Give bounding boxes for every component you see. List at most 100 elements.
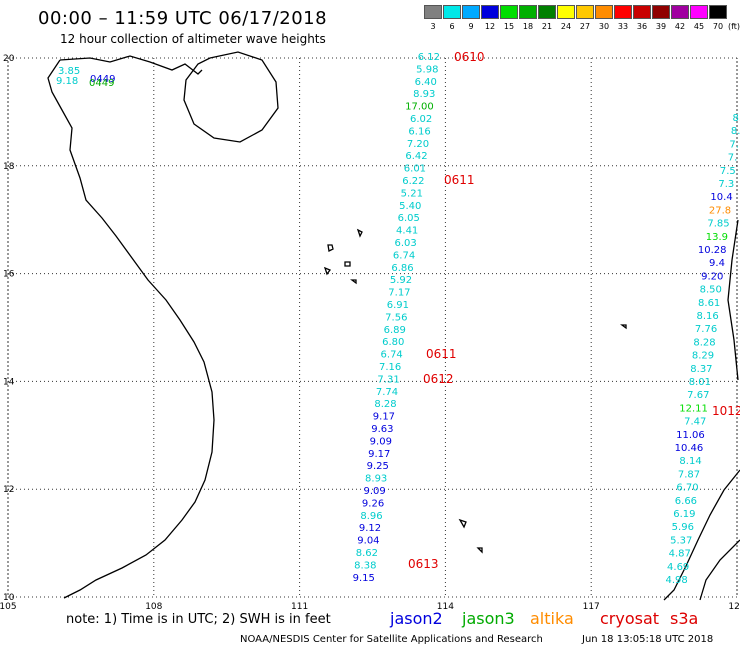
wave-height-value: 8. [731,126,740,137]
pass-time-label: 0613 [408,557,439,571]
wave-height-value: 6.80 [382,337,404,348]
wave-height-value: 8.50 [700,285,722,296]
generation-timestamp: Jun 18 13:05:18 UTC 2018 [582,634,714,645]
legend-label: 45 [693,22,705,31]
latitude-label: 10 [3,593,15,603]
legend-label: 30 [598,22,610,31]
legend-label: 36 [636,22,648,31]
latitude-label: 18 [3,162,15,172]
legend-label: 21 [541,22,553,31]
legend-unit: (ft) [727,22,740,31]
wave-height-value: 9.26 [362,498,384,509]
pass-time-label: 0612 [423,372,454,386]
chart-title: 00:00 – 11:59 UTC 06/17/2018 [38,8,328,29]
wave-height-value: 8.28 [374,399,396,410]
longitude-label: 120 [728,602,740,612]
latitude-label: 20 [3,54,15,64]
legend-swatch [576,5,594,19]
satellite-cryosat: cryosat [600,609,660,628]
wave-height-value: 9.25 [367,461,389,472]
pass-time-label: 1012 [712,404,740,418]
vietnam-coastline [47,59,215,599]
legend-swatch [443,5,461,19]
wave-height-value: 7.17 [388,288,410,299]
wave-height-value: 4.98 [665,575,687,586]
longitude-label: 108 [145,602,162,612]
wave-height-value: 6.91 [387,300,409,311]
wave-height-value: 7.87 [678,469,700,480]
legend-swatch [690,5,708,19]
pass-time-label: 0449 [90,74,115,85]
reef-islands [323,228,627,554]
graticule [7,57,738,598]
wave-height-value: 9.20 [701,271,723,282]
pass-time-label: 0449 [89,78,114,89]
wave-height-value: 4.87 [669,549,691,560]
wave-height-value: 8.14 [679,456,701,467]
legend-label: 12 [484,22,496,31]
wave-height-value: 8.62 [356,548,378,559]
wave-height-value: 7.16 [379,362,401,373]
wave-height-value: 4.69 [667,562,689,573]
credit-line: NOAA/NESDIS Center for Satellite Applica… [240,634,543,645]
wave-height-value: 6.22 [402,176,424,187]
wave-height-value: 7. [728,153,738,164]
legend-label: 6 [449,22,455,31]
latitude-label: 16 [3,270,15,280]
wave-height-value: 8.01 [689,377,711,388]
philippines-coastline [663,219,740,601]
wave-height-value: 9.12 [359,523,381,534]
wave-height-value: 5.40 [399,201,421,212]
wave-height-value: 8.96 [360,511,382,522]
legend-swatch [709,5,727,19]
wave-height-value: 8.61 [698,298,720,309]
legend-swatch [481,5,499,19]
wave-height-value: 6.66 [675,496,697,507]
satellite-s3a: s3a [670,609,699,628]
satellite-jason3: jason3 [462,609,515,628]
wave-height-value: 7.3 [718,179,734,190]
legend-swatch [595,5,613,19]
legend-swatch [462,5,480,19]
longitude-label: 105 [0,602,17,612]
legend-label: 70 [712,22,724,31]
wave-height-value: 6.05 [398,213,420,224]
wave-height-value: 8.28 [693,337,715,348]
wave-height-value: 6.70 [676,483,698,494]
legend-swatch [500,5,518,19]
longitude-label: 111 [291,602,308,612]
wave-height-value: 7.56 [385,312,407,323]
legend-label: 18 [522,22,534,31]
wave-height-value: 7.74 [376,387,398,398]
wave-height-value: 9.4 [709,258,725,269]
wave-height-value: 17.00 [405,102,434,113]
wave-height-value: 12.11 [679,403,708,414]
satellite-altika: altika [530,609,574,628]
legend-label: 15 [503,22,515,31]
legend-swatch [671,5,689,19]
wave-height-value: 3.85 [58,66,80,77]
coastlines [47,51,740,601]
wave-height-value: 9.15 [353,573,375,584]
legend-label: 33 [617,22,629,31]
legend-swatch [633,5,651,19]
wave-height-value: 5.92 [390,275,412,286]
jason2-track-east: 8. 8. 7. 7. 7.5 7.3 10.4 27.8 7.85 13.9 10.28 9.4 9.… [665,113,740,586]
footnote: note: 1) Time is in UTC; 2) SWH is in fe… [66,612,331,627]
wave-height-value: 6.02 [410,114,432,125]
wave-height-value: 13.9 [706,232,728,243]
legend-swatch [424,5,442,19]
wave-height-value: 7.20 [407,139,429,150]
legend-swatch [538,5,556,19]
latitude-label: 12 [3,485,14,495]
wave-height-value: 6.03 [394,238,416,249]
jason2-track-center: 6.125.986.408.9317.006.026.167.206.426.0… [353,52,440,584]
wave-height-value: 9.17 [373,412,395,423]
wave-height-value: 8.93 [365,474,387,485]
wave-height-value: 11.06 [676,430,705,441]
hainan-island [183,51,279,143]
wave-height-value: 7.85 [707,219,729,230]
wave-height-value: 6.12 [418,52,440,63]
